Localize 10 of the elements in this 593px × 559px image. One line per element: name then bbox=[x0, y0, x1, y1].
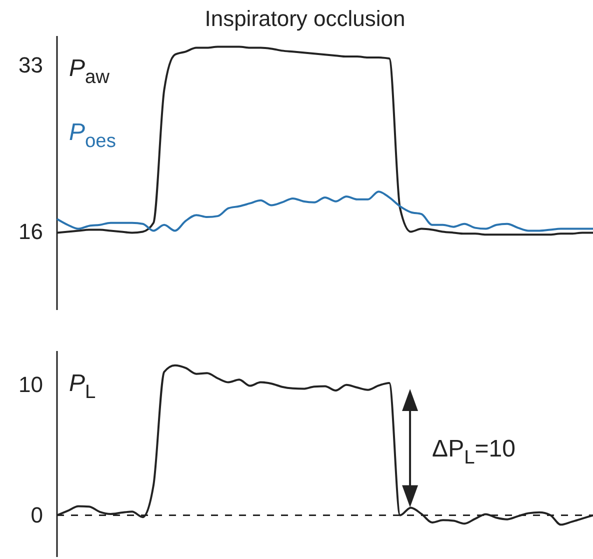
y-tick-label: 10 bbox=[18, 372, 43, 397]
line-series bbox=[56, 190, 593, 232]
y-tick-label: 0 bbox=[30, 502, 43, 528]
y-tick-label: 16 bbox=[18, 218, 43, 244]
annotation: ΔP$_{L}$=10 bbox=[432, 436, 516, 468]
y-tick-label: 33 bbox=[18, 52, 43, 78]
text: P$_{oes}$ bbox=[69, 119, 116, 152]
text: P$_{L}$ bbox=[69, 370, 96, 403]
chart-title: Inspiratory occlusion bbox=[204, 6, 406, 31]
text: P$_{aw}$ bbox=[69, 55, 110, 88]
